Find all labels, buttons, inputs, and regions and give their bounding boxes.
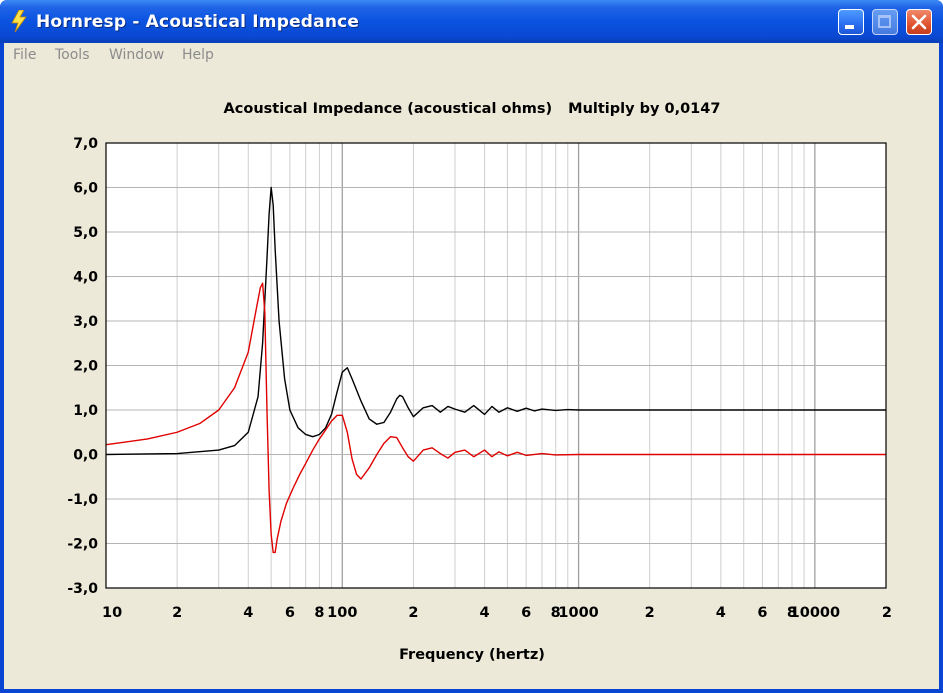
y-tick-label: 3,0: [73, 314, 98, 330]
x-axis-label: Frequency (hertz): [399, 647, 545, 663]
x-tick-label: 1000: [558, 605, 598, 621]
y-tick-label: 1,0: [73, 403, 98, 419]
client-area: File Tools Window Help Acoustical Impeda…: [4, 43, 939, 689]
x-tick-label: 6: [757, 605, 767, 621]
x-tick-label: 10000: [790, 605, 840, 621]
y-tick-label: 6,0: [73, 181, 98, 197]
y-tick-label: 0,0: [73, 448, 98, 464]
y-tick-label: 5,0: [73, 225, 98, 241]
menu-bar: File Tools Window Help: [4, 43, 939, 67]
close-icon: [911, 14, 927, 30]
x-tick-label: 6: [521, 605, 531, 621]
series-layer: [105, 186, 886, 554]
x-tick-label: 4: [243, 605, 253, 621]
menu-window[interactable]: Window: [109, 47, 165, 63]
minimize-button[interactable]: [838, 9, 864, 35]
menu-tools[interactable]: Tools: [55, 47, 90, 63]
minimize-icon: [845, 25, 854, 29]
impedance-chart: Acoustical Impedance (acoustical ohms) Mu…: [67, 101, 892, 663]
y-tick-label: -2,0: [67, 537, 98, 553]
y-tick-label: 7,0: [73, 136, 98, 152]
x-tick-label: 100: [327, 605, 357, 621]
x-tick-label: 2: [882, 605, 892, 621]
maximize-button[interactable]: [872, 9, 898, 35]
x-tick-label: 6: [285, 605, 295, 621]
lightning-icon: [11, 10, 27, 32]
chart-multiplier: Multiply by 0,0147: [568, 101, 720, 117]
y-tick-labels: 7,0 6,0 5,0 4,0 3,0 2,0 1,0 0,0 -1,0 -2,0 -3,0: [67, 136, 98, 597]
y-tick-label: -3,0: [67, 581, 98, 597]
maximize-icon: [878, 15, 891, 28]
chart-title-main: Acoustical Impedance (acoustical ohms): [224, 101, 553, 117]
close-button[interactable]: [906, 9, 932, 35]
y-tick-label: 2,0: [73, 359, 98, 375]
window-title: Hornresp - Acoustical Impedance: [36, 12, 360, 32]
x-tick-label: 8: [551, 605, 561, 621]
x-tick-label: 8: [314, 605, 324, 621]
x-tick-label: 2: [172, 605, 182, 621]
x-tick-label: 2: [645, 605, 655, 621]
chart-title: Acoustical Impedance (acoustical ohms) Mu…: [224, 101, 721, 117]
x-tick-label: 10: [102, 605, 122, 621]
y-tick-label: 4,0: [73, 270, 98, 286]
plot-frame: [105, 142, 887, 589]
x-tick-label: 4: [480, 605, 490, 621]
x-tick-label: 2: [408, 605, 418, 621]
menu-file[interactable]: File: [13, 47, 37, 63]
chart-area: Acoustical Impedance (acoustical ohms) Mu…: [4, 67, 939, 689]
title-bar[interactable]: Hornresp - Acoustical Impedance: [0, 0, 943, 43]
x-tick-label: 4: [716, 605, 726, 621]
series-line-black: [105, 186, 886, 456]
series-line-red: [105, 282, 886, 554]
x-tick-label: 8: [787, 605, 797, 621]
y-tick-label: -1,0: [67, 492, 98, 508]
menu-help[interactable]: Help: [182, 47, 214, 63]
